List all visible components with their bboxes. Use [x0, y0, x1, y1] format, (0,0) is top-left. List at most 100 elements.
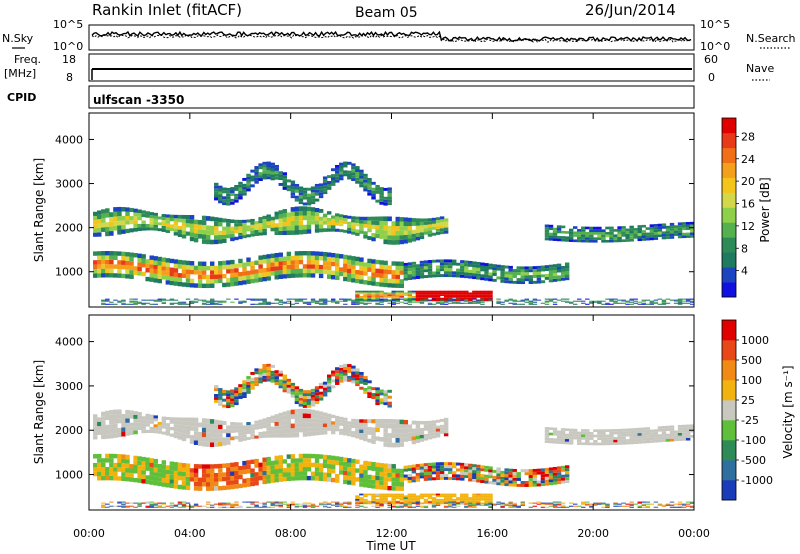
- heatmap-cell: [556, 433, 562, 436]
- heatmap-cell: [286, 264, 292, 270]
- heatmap-cell: [201, 427, 207, 433]
- heatmap-cell: [476, 261, 481, 265]
- heatmap-cell: [415, 478, 421, 482]
- heatmap-cell: [246, 228, 251, 232]
- heatmap-cell: [278, 382, 283, 386]
- heatmap-cell: [149, 475, 154, 481]
- heatmap-cell: [359, 377, 364, 381]
- heatmap-cell: [153, 269, 158, 274]
- heatmap-cell: [270, 171, 275, 175]
- heatmap-cell: [641, 432, 646, 436]
- heatmap-cell: [564, 231, 570, 234]
- heatmap-cell: [306, 413, 312, 419]
- heatmap-cell: [689, 232, 695, 236]
- heatmap-cell: [258, 380, 263, 384]
- heatmap-cell: [326, 261, 332, 266]
- heatmap-cell: [258, 277, 263, 282]
- heatmap-cell: [129, 414, 134, 419]
- heatmap-cell: [472, 467, 477, 471]
- heatmap-cell: [443, 462, 449, 466]
- heatmap-cell: [218, 424, 223, 429]
- heatmap-cell: [435, 428, 441, 432]
- heatmap-cell: [218, 396, 223, 400]
- heatmap-cell: [242, 266, 247, 272]
- heatmap-cell: [403, 234, 409, 240]
- heatmap-cell: [278, 230, 283, 236]
- heatmap-cell: [593, 232, 598, 235]
- heatmap-cell: [488, 466, 493, 470]
- heatmap-cell: [677, 435, 683, 439]
- heatmap-cell: [468, 497, 473, 499]
- heatmap-cell: [306, 458, 312, 463]
- heatmap-cell: [387, 302, 392, 304]
- heatmap-cell: [367, 183, 372, 187]
- heatmap-cell: [258, 462, 263, 468]
- heatmap-cell: [359, 279, 364, 284]
- heatmap-cell: [548, 227, 554, 231]
- heatmap-cell: [637, 301, 642, 303]
- heatmap-cell: [371, 500, 376, 503]
- heatmap-cell: [629, 430, 634, 434]
- heatmap-cell: [520, 266, 525, 270]
- heatmap-cell: [452, 462, 457, 466]
- heatmap-cell: [274, 266, 279, 271]
- heatmap-cell: [556, 501, 562, 503]
- heatmap-cell: [222, 301, 227, 303]
- heatmap-cell: [230, 395, 235, 399]
- heatmap-cell: [560, 505, 566, 507]
- heatmap-cell: [504, 504, 509, 506]
- heatmap-cell: [601, 229, 606, 233]
- heatmap-cell: [210, 437, 215, 443]
- heatmap-cell: [435, 290, 441, 293]
- heatmap-cell: [532, 272, 538, 275]
- heatmap-cell: [447, 290, 453, 293]
- heatmap-cell: [484, 271, 489, 275]
- heatmap-cell: [407, 294, 413, 296]
- heatmap-cell: [355, 383, 360, 387]
- heatmap-cell: [439, 274, 445, 278]
- heatmap-cell: [657, 223, 663, 227]
- heatmap-cell: [383, 265, 388, 270]
- heatmap-cell: [685, 300, 691, 302]
- heatmap-cell: [278, 506, 283, 508]
- heatmap-cell: [101, 259, 106, 265]
- heatmap-cell: [415, 505, 421, 507]
- heatmap-cell: [165, 280, 171, 285]
- heatmap-cell: [568, 441, 574, 445]
- heatmap-cell: [427, 218, 433, 222]
- heatmap-cell: [395, 442, 400, 448]
- heatmap-cell: [222, 238, 227, 243]
- heatmap-cell: [246, 477, 251, 483]
- heatmap-cell: [238, 483, 243, 489]
- heatmap-cell: [278, 477, 283, 482]
- heatmap-cell: [149, 273, 154, 278]
- heatmap-cell: [274, 421, 279, 426]
- heatmap-cell: [532, 480, 538, 484]
- heatmap-cell: [423, 292, 429, 295]
- heatmap-cell: [415, 292, 421, 295]
- heatmap-cell: [472, 497, 477, 499]
- heatmap-cell: [322, 423, 328, 428]
- heatmap-cell: [351, 421, 356, 425]
- heatmap-cell: [97, 458, 102, 463]
- heatmap-cell: [617, 436, 622, 440]
- heatmap-cell: [379, 505, 384, 507]
- heatmap-cell: [355, 300, 360, 302]
- heatmap-cell: [169, 258, 175, 264]
- heatmap-cell: [137, 227, 142, 232]
- heatmap-cell: [520, 504, 525, 506]
- heatmap-cell: [318, 397, 324, 401]
- heatmap-cell: [403, 500, 409, 503]
- heatmap-cell: [137, 505, 142, 507]
- heatmap-cell: [375, 502, 380, 504]
- heatmap-cell: [403, 468, 409, 472]
- heatmap-cell: [512, 272, 517, 275]
- heatmap-cell: [125, 409, 130, 415]
- heatmap-cell: [371, 501, 376, 503]
- heatmap-cell: [597, 442, 602, 446]
- heatmap-cell: [379, 437, 384, 442]
- heatmap-cell: [302, 462, 308, 468]
- heatmap-cell: [214, 274, 219, 279]
- heatmap-cell: [484, 465, 489, 469]
- heatmap-cell: [347, 277, 352, 282]
